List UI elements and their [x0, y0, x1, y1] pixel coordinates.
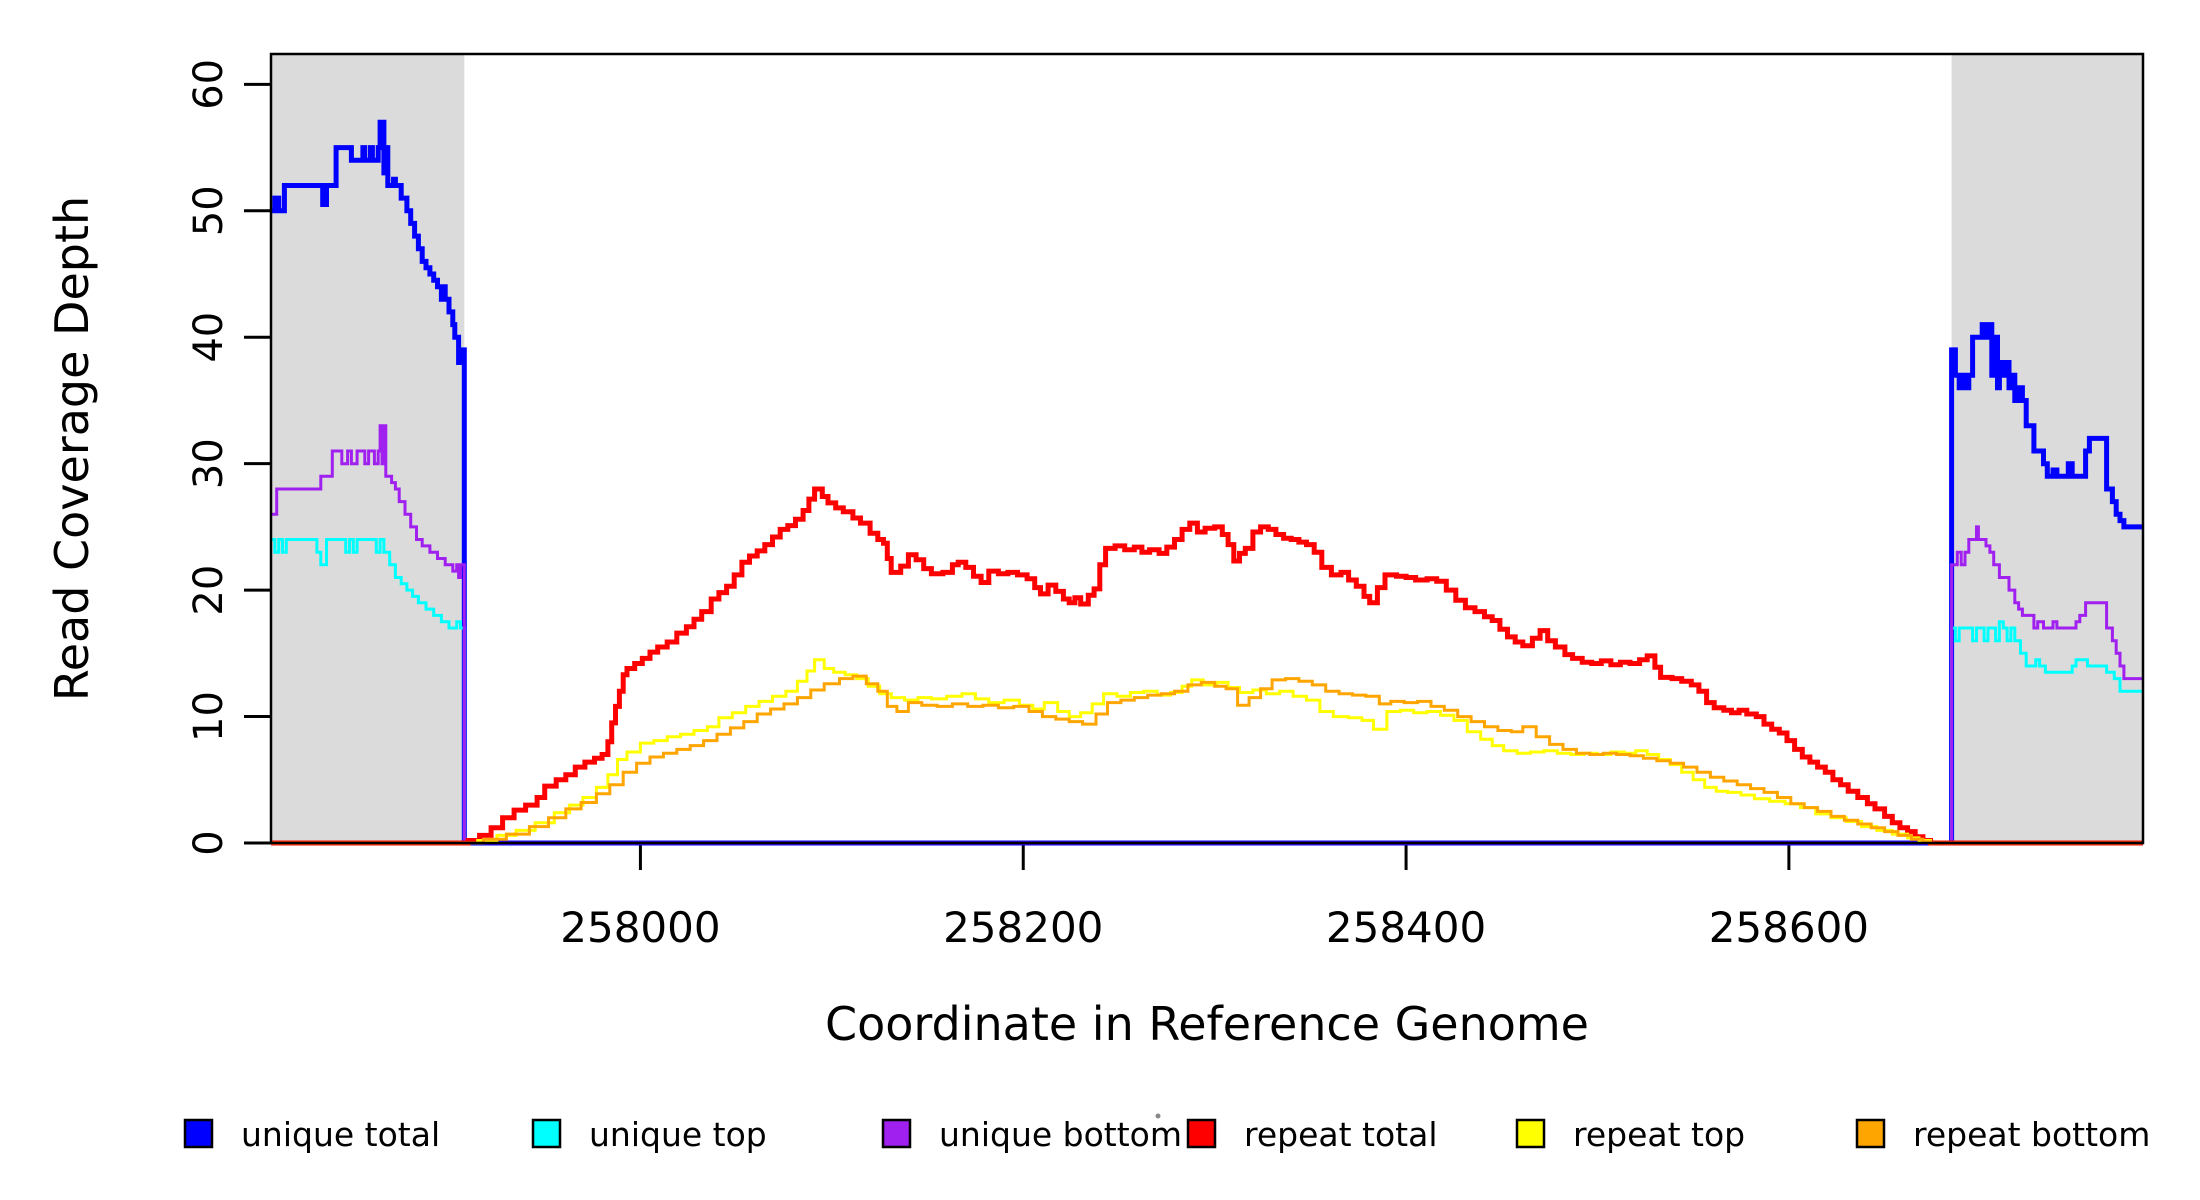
legend-swatch-repeat-bottom — [1855, 1118, 1886, 1149]
x-tick-label: 258000 — [560, 903, 720, 952]
x-tick-label: 258400 — [1326, 903, 1486, 952]
series-repeat-total — [271, 486, 2143, 846]
shaded-region-left — [271, 54, 465, 843]
legend-swatch-repeat-total — [1186, 1118, 1217, 1149]
y-tick-label: 40 — [186, 312, 232, 363]
y-axis-title: Read Coverage Depth — [45, 196, 99, 701]
x-tick-label: 258600 — [1709, 903, 1869, 952]
series-repeat-bottom — [271, 674, 2143, 845]
legend-label-repeat-total: repeat total — [1244, 1115, 1438, 1154]
x-tick-label: 258200 — [943, 903, 1103, 952]
legend-swatch-unique-bottom — [881, 1118, 912, 1149]
series-unique-top — [271, 538, 2143, 845]
y-tick-label: 50 — [186, 185, 232, 236]
x-axis-title: Coordinate in Reference Genome — [825, 997, 1589, 1051]
series-repeat-top — [271, 658, 2143, 845]
y-tick-label: 60 — [186, 59, 232, 110]
legend-label-repeat-bottom: repeat bottom — [1913, 1115, 2150, 1154]
y-tick-label: 30 — [186, 438, 232, 489]
series-unique-bottom — [271, 424, 2143, 845]
legend-swatch-unique-total — [183, 1118, 214, 1149]
plot-border — [269, 52, 2145, 845]
legend-swatch-unique-top — [531, 1118, 562, 1149]
legend-label-unique-top: unique top — [589, 1115, 767, 1154]
y-tick-label: 0 — [186, 830, 232, 855]
legend-label-unique-total: unique total — [241, 1115, 440, 1154]
shaded-region-right — [1951, 54, 2143, 843]
y-tick-label: 10 — [186, 691, 232, 742]
stray-dot — [1155, 1113, 1161, 1119]
series-unique-total — [271, 119, 2143, 846]
legend-label-repeat-top: repeat top — [1573, 1115, 1745, 1154]
legend-label-unique-bottom: unique bottom — [939, 1115, 1182, 1154]
legend-swatch-repeat-top — [1515, 1118, 1546, 1149]
y-tick-label: 20 — [186, 565, 232, 616]
